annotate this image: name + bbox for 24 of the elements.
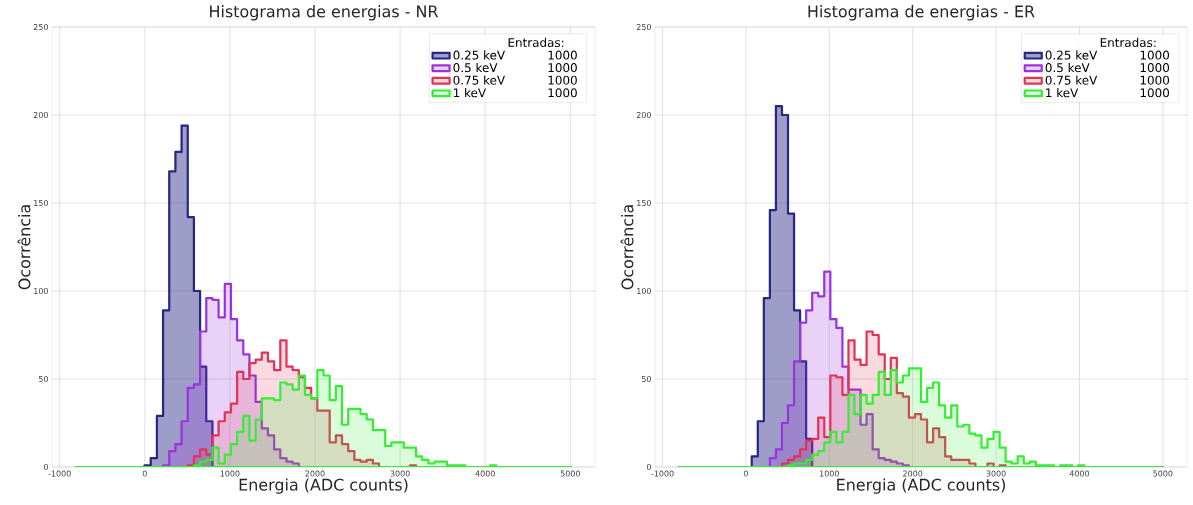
legend-label: 1 keV [453,88,487,98]
annotation: 1000 [1140,50,1170,60]
legend-title: Entradas: [1100,37,1156,48]
y-axis-title: Ocorrência [17,205,31,290]
annotation: 1000 [1140,88,1170,98]
legend-label: 0.25 keV [453,50,506,60]
legend-label: 0.75 keV [453,75,506,85]
legend-title: Entradas: [508,37,564,48]
legend-label: 0.25 keV [1045,50,1098,60]
annotation: 1000 [548,50,577,60]
x-axis-title: Energia (ADC counts) [239,478,408,494]
annotation: 1000 [1140,75,1170,85]
legend-label: 0.5 keV [453,62,498,73]
annotation: 1000 [548,63,577,73]
annotation: 1000 [548,88,577,98]
x-axis-title: Energia (ADC counts) [837,478,1006,494]
legend-label: 0.75 keV [1045,75,1098,85]
legend-label: 0.5 keV [1045,62,1090,73]
annotation: 1000 [548,75,577,85]
legend-label: 1 keV [1046,88,1079,98]
chart-title: Histograma de energias - NR [210,5,439,21]
chart-title: Histograma de energias - ER [808,5,1035,21]
y-axis-title: Ocorrência [620,205,634,290]
annotation: 1000 [1140,63,1170,73]
